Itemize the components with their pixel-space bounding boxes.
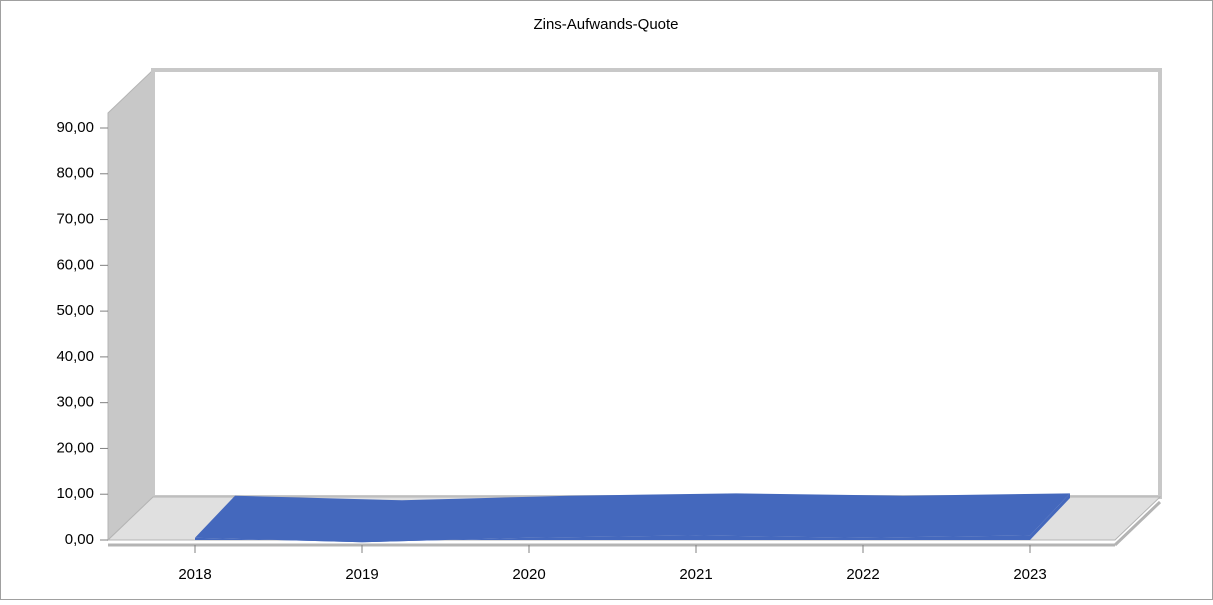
area-front	[195, 535, 1030, 543]
x-tick-label: 2021	[679, 566, 712, 583]
y-tick-label: 70,00	[56, 211, 94, 228]
y-tick-label: 0,00	[65, 531, 94, 548]
x-tick-label: 2023	[1013, 566, 1046, 583]
left-wall	[107, 68, 154, 542]
y-tick-label: 90,00	[56, 119, 94, 136]
x-tick-label: 2018	[178, 566, 211, 583]
y-tick-label: 10,00	[56, 485, 94, 502]
area-top	[195, 493, 1070, 543]
y-tick-label: 80,00	[56, 165, 94, 182]
chart-title: Zins-Aufwands-Quote	[533, 16, 678, 33]
x-tick-label: 2022	[846, 566, 879, 583]
x-tick-label: 2019	[345, 566, 378, 583]
floor-edge	[1113, 500, 1162, 547]
y-tick-label: 40,00	[56, 348, 94, 365]
x-tick-label: 2020	[512, 566, 545, 583]
y-tick-label: 50,00	[56, 302, 94, 319]
walls	[106, 68, 1162, 547]
y-tick-label: 60,00	[56, 256, 94, 273]
y-tick-label: 20,00	[56, 439, 94, 456]
y-tick-label: 30,00	[56, 394, 94, 411]
back-wall	[151, 68, 1162, 499]
area-side	[1030, 493, 1070, 540]
